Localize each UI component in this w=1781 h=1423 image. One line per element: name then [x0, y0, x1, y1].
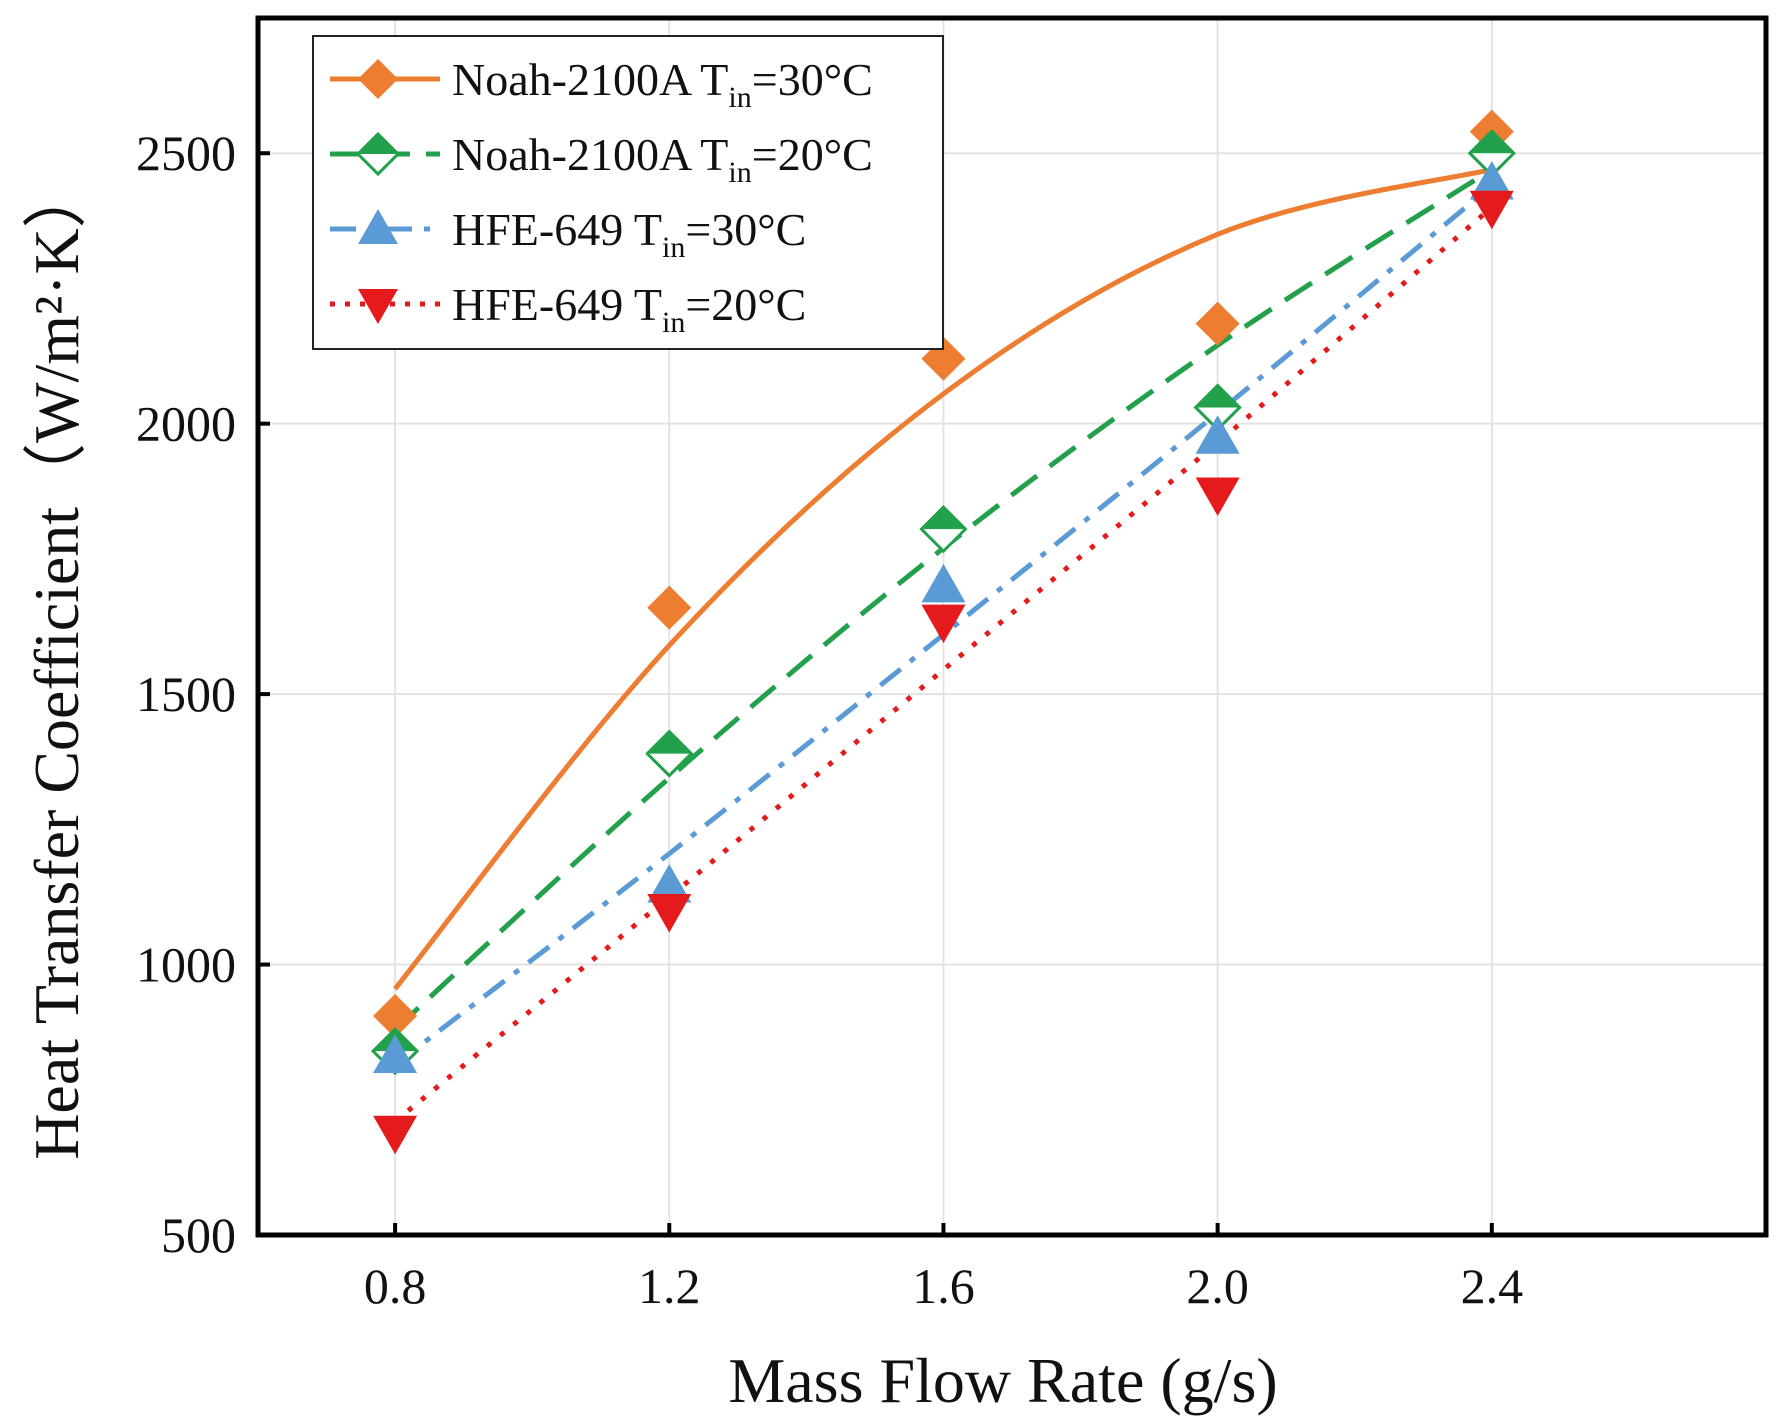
data-point-series-3	[1196, 477, 1240, 516]
x-tick-label: 0.8	[364, 1258, 427, 1314]
x-tick-label: 1.6	[912, 1258, 975, 1314]
data-point-series-2	[1196, 415, 1240, 454]
y-tick-label: 500	[161, 1207, 236, 1263]
data-point-series-3	[373, 1116, 417, 1155]
y-tick-label: 2000	[136, 396, 236, 452]
x-tick-label: 2.0	[1186, 1258, 1249, 1314]
y-axis-title: Heat Transfer Coefficient（W/m²·K）	[21, 164, 92, 1160]
data-point-series-1	[647, 732, 691, 776]
data-point-series-0	[1196, 302, 1240, 346]
y-tick-label: 2500	[136, 125, 236, 181]
x-tick-label: 2.4	[1461, 1258, 1524, 1314]
y-tick-label: 1500	[136, 666, 236, 722]
data-point-series-0	[647, 586, 691, 630]
data-point-series-2	[921, 564, 965, 603]
heat-transfer-chart: 0.8 1.2 1.6 2.0 2.4 500 1000 1500 2000 2500 Mass …	[0, 0, 1781, 1423]
data-point-series-1	[921, 507, 965, 551]
data-point-series-3	[647, 894, 691, 933]
x-axis-title: Mass Flow Rate (g/s)	[728, 1345, 1277, 1416]
data-point-series-3	[1470, 191, 1514, 230]
x-tick-label: 1.2	[638, 1258, 701, 1314]
y-tick-label: 1000	[136, 937, 236, 993]
